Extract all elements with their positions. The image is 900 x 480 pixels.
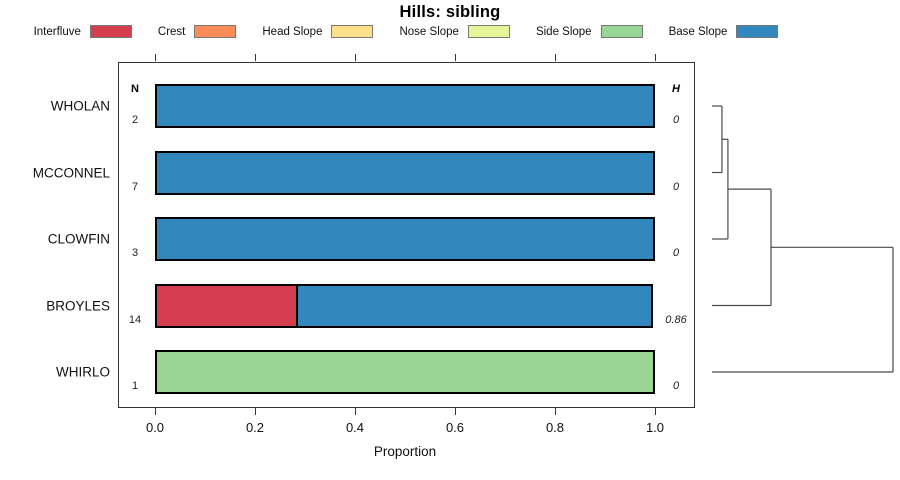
x-tick-label: 0.0 <box>145 420 165 435</box>
plot-box <box>118 62 695 408</box>
bar-broyles <box>155 283 655 328</box>
legend-swatch <box>600 25 643 38</box>
legend-label: Head Slope <box>262 25 323 38</box>
h-value-clowfin: 0 <box>672 247 680 259</box>
bar-segment-side-slope <box>155 350 655 394</box>
bar-wholan <box>155 84 655 128</box>
bar-segment-interfluve <box>155 283 298 328</box>
x-tick-bottom <box>655 408 656 415</box>
legend-item-crest: Crest <box>157 25 237 38</box>
n-value-clowfin: 3 <box>131 247 139 259</box>
x-tick-top <box>355 54 356 61</box>
legend-label: Interfluve <box>33 25 81 38</box>
n-value-wholan: 2 <box>131 114 139 126</box>
x-tick-top <box>255 54 256 61</box>
h-column-header: H <box>672 83 680 95</box>
legend-swatch <box>89 25 132 38</box>
x-tick-top <box>655 54 656 61</box>
legend-label: Base Slope <box>668 25 728 38</box>
legend-label: Crest <box>157 25 186 38</box>
bar-clowfin <box>155 217 655 261</box>
x-tick-label: 0.8 <box>545 420 565 435</box>
x-tick-label: 1.0 <box>645 420 665 435</box>
legend-item-nose-slope: Nose Slope <box>399 25 510 38</box>
x-tick-bottom <box>155 408 156 415</box>
h-value-mcconnel: 0 <box>672 180 680 193</box>
legend-swatch <box>736 25 779 38</box>
legend-swatch <box>194 25 237 38</box>
legend-label: Nose Slope <box>399 25 459 38</box>
h-value-whirlo: 0 <box>672 380 680 392</box>
bar-whirlo <box>155 350 655 394</box>
n-column-header: N <box>131 83 139 95</box>
x-tick-bottom <box>455 408 456 415</box>
row-label-clowfin: CLOWFIN <box>47 231 110 247</box>
bar-segment-base-slope <box>296 283 653 328</box>
h-value-wholan: 0 <box>672 114 680 126</box>
legend-item-base-slope: Base Slope <box>669 25 779 38</box>
legend-swatch <box>331 25 374 38</box>
row-label-broyles: BROYLES <box>46 298 110 313</box>
row-label-mcconnel: MCCONNEL <box>32 165 110 180</box>
bar-segment-base-slope <box>155 150 655 195</box>
h-value-broyles: 0.86 <box>665 313 687 326</box>
x-tick-label: 0.2 <box>245 420 265 435</box>
row-label-whirlo: WHIRLO <box>56 364 110 380</box>
chart-title: Hills: sibling <box>399 3 501 21</box>
x-tick-label: 0.4 <box>345 420 365 435</box>
n-value-broyles: 14 <box>128 313 142 326</box>
x-tick-bottom <box>355 408 356 415</box>
legend-item-head-slope: Head Slope <box>262 25 374 38</box>
x-axis-label: Proportion <box>373 444 437 459</box>
n-value-whirlo: 1 <box>131 380 139 392</box>
x-tick-bottom <box>255 408 256 415</box>
row-label-wholan: WHOLAN <box>50 98 110 114</box>
x-tick-top <box>555 54 556 61</box>
legend-item-interfluve: Interfluve <box>34 25 132 38</box>
x-tick-bottom <box>555 408 556 415</box>
legend-item-side-slope: Side Slope <box>536 25 643 38</box>
bar-mcconnel <box>155 150 655 195</box>
bar-segment-base-slope <box>155 84 655 128</box>
x-tick-top <box>155 54 156 61</box>
x-tick-label: 0.6 <box>445 420 465 435</box>
bar-segment-base-slope <box>155 217 655 261</box>
legend-label: Side Slope <box>535 25 592 38</box>
legend: Interfluve Crest Head Slope Nose Slope Side … <box>0 25 812 38</box>
n-value-mcconnel: 7 <box>131 180 139 193</box>
legend-swatch <box>467 25 510 38</box>
x-tick-top <box>455 54 456 61</box>
